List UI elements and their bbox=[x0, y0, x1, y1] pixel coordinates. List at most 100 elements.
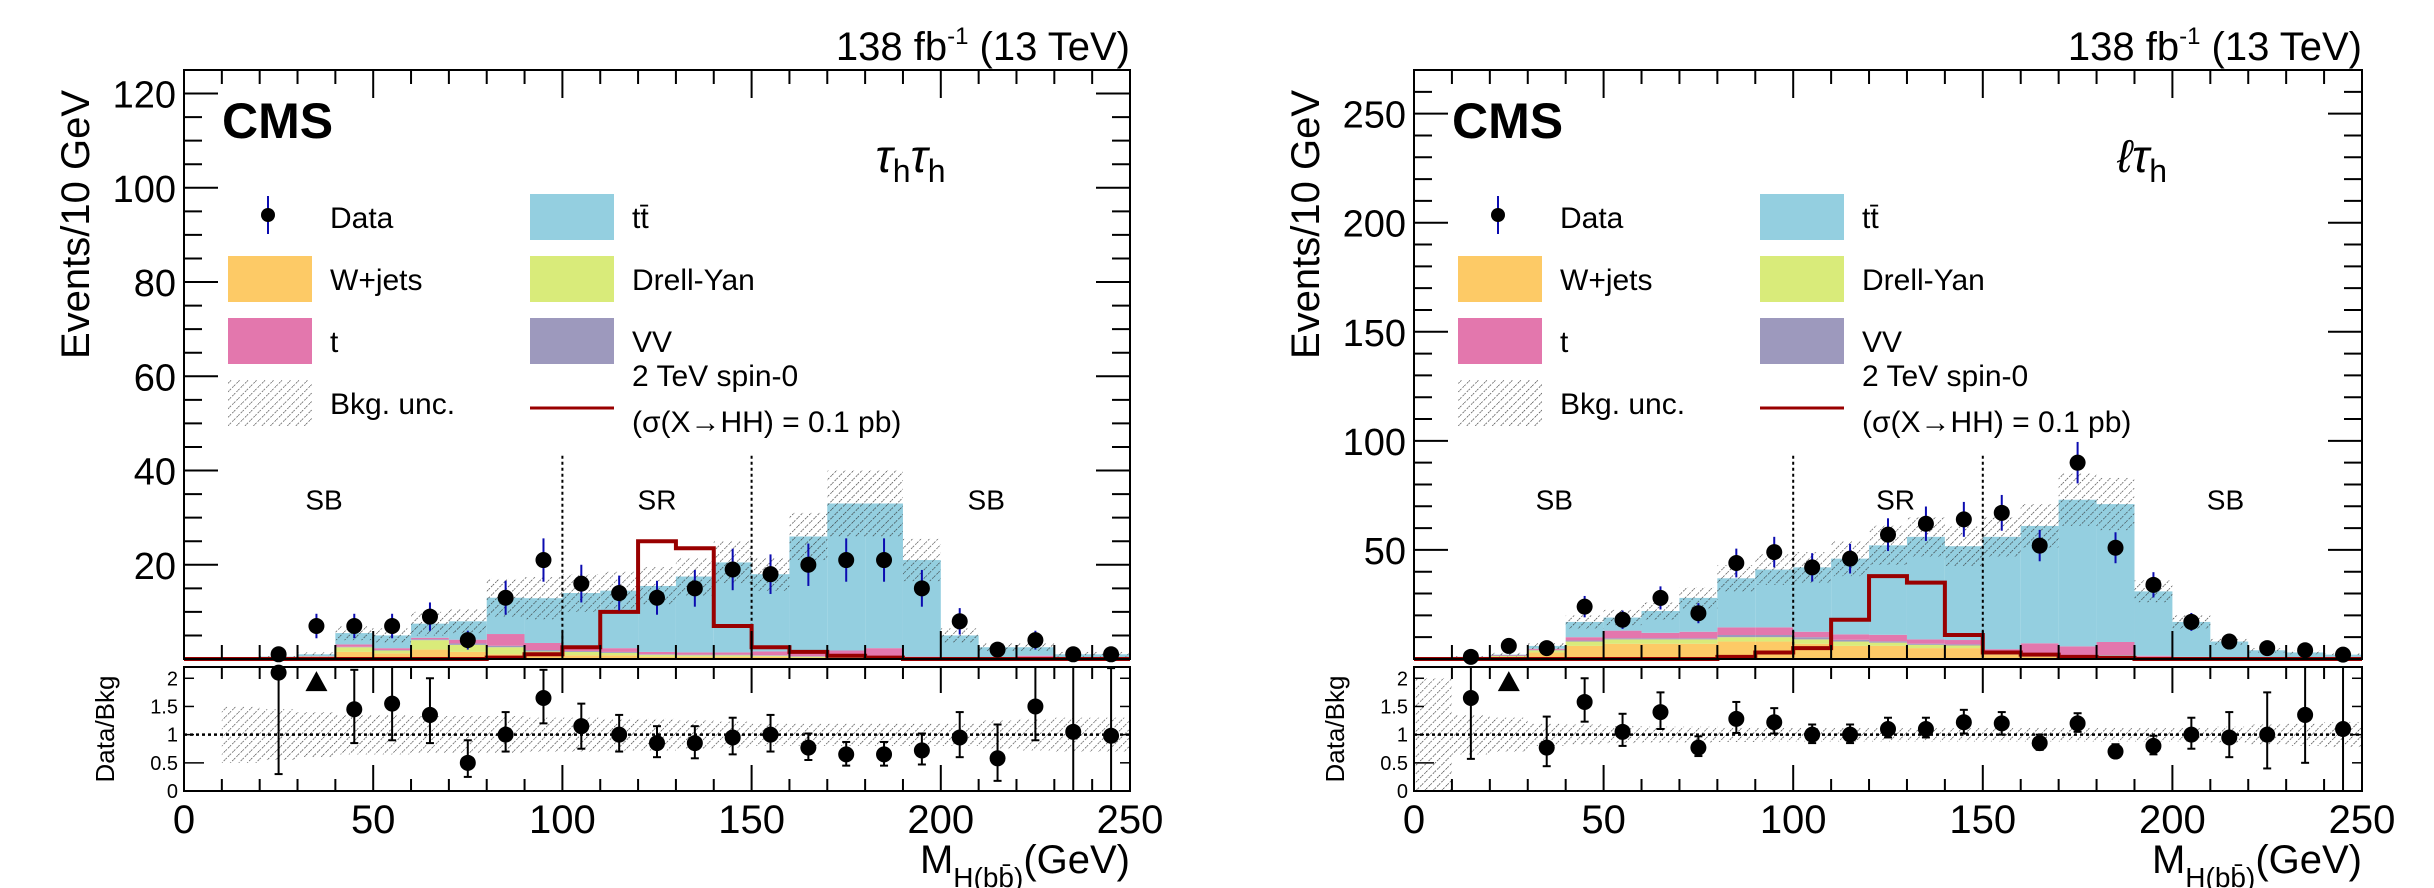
data-point-75 bbox=[1690, 605, 1707, 622]
ratio-point-45 bbox=[1576, 693, 1593, 710]
bar-t-145 bbox=[1944, 640, 1983, 645]
data-point-215 bbox=[2221, 633, 2238, 650]
y-tick-label: 40 bbox=[134, 452, 176, 494]
lumi-value: 138 fb bbox=[2068, 25, 2179, 69]
bar-vv-105 bbox=[562, 650, 601, 652]
data-point-185 bbox=[2107, 539, 2124, 556]
lumi-label: 138 fb-1 (13 TeV) bbox=[836, 23, 1130, 69]
y-tick-label: 120 bbox=[113, 75, 176, 117]
lumi-value: 138 fb bbox=[836, 25, 947, 69]
bar-drell-yan-115 bbox=[1831, 641, 1870, 646]
x-axis-title: MH(bb̄)(GeV) bbox=[2152, 838, 2362, 888]
data-point-225 bbox=[2259, 640, 2276, 657]
bar-t-75 bbox=[1679, 631, 1718, 639]
ratio-point-165 bbox=[800, 739, 817, 756]
data-point-95 bbox=[1766, 544, 1783, 561]
bar-t-195 bbox=[2134, 655, 2173, 657]
ratio-point-95 bbox=[535, 690, 552, 706]
bar-w-jets-165 bbox=[2020, 656, 2059, 659]
experiment-label: CMS bbox=[222, 93, 333, 149]
data-point-155 bbox=[762, 566, 779, 583]
bar-w-jets-85 bbox=[1717, 641, 1756, 659]
bar-w-jets-65 bbox=[1641, 643, 1680, 659]
x-tick-label: 0 bbox=[173, 798, 195, 842]
data-point-105 bbox=[1804, 559, 1821, 576]
ratio-y-tick-label: 1 bbox=[1397, 725, 1408, 747]
bkg-unc-205 bbox=[940, 628, 979, 643]
bar-drell-yan-135 bbox=[1906, 644, 1945, 649]
y-tick-label: 100 bbox=[1343, 422, 1406, 464]
bar-t-135 bbox=[675, 652, 714, 655]
data-point-165 bbox=[2031, 537, 2048, 554]
data-point-85 bbox=[497, 589, 514, 606]
ratio-y-tick-label: 1 bbox=[167, 725, 178, 747]
bar-vv-145 bbox=[1944, 644, 1983, 646]
legend-tt--label: tt̄ bbox=[1862, 202, 1879, 235]
data-point-185 bbox=[876, 552, 893, 569]
bar-vv-85 bbox=[486, 645, 525, 648]
bar-vv-125 bbox=[1869, 641, 1907, 643]
legend-vv-swatch bbox=[1760, 318, 1844, 364]
bkg-unc-25 bbox=[1489, 652, 1528, 657]
ratio-point-55 bbox=[384, 695, 401, 712]
bar-drell-yan-125 bbox=[638, 654, 676, 657]
x-title-sub: H(bb̄) bbox=[953, 862, 1023, 888]
bar-vv-165 bbox=[789, 656, 828, 657]
bkg-unc-65 bbox=[1641, 602, 1680, 620]
bar-t-45 bbox=[1565, 637, 1604, 641]
data-point-215 bbox=[989, 641, 1006, 658]
bar-drell-yan-85 bbox=[486, 647, 525, 655]
ratio-frame bbox=[183, 666, 1131, 792]
ratio-y-tick-label: 0.5 bbox=[150, 753, 178, 775]
experiment-label: CMS bbox=[1452, 93, 1563, 149]
bar-w-jets-115 bbox=[1831, 645, 1870, 659]
x-title-sub: H(bb̄) bbox=[2185, 862, 2255, 888]
data-point-55 bbox=[384, 618, 401, 635]
main-frame bbox=[1413, 69, 2363, 660]
legend-w-jets-swatch bbox=[228, 256, 312, 302]
y-tick-label: 200 bbox=[1343, 204, 1406, 246]
bar-w-jets-75 bbox=[448, 651, 487, 659]
bar-drell-yan-95 bbox=[1755, 637, 1794, 642]
bar-drell-yan-45 bbox=[335, 647, 374, 652]
bar-t-165 bbox=[2020, 643, 2059, 655]
ratio-point-25 bbox=[270, 664, 287, 681]
ratio-point-165 bbox=[2031, 735, 2048, 752]
y-tick-label: 80 bbox=[134, 263, 176, 305]
ratio-y-axis-title: Data/Bkg bbox=[90, 676, 120, 783]
bar-drell-yan-135 bbox=[675, 655, 714, 657]
ratio-point-125 bbox=[649, 735, 665, 752]
bar-w-jets-145 bbox=[713, 656, 752, 659]
bar-vv-65 bbox=[1641, 638, 1680, 640]
x-tick-label: 50 bbox=[1581, 798, 1626, 842]
legend-t-swatch bbox=[1458, 318, 1542, 364]
bar-drell-yan-155 bbox=[751, 655, 790, 657]
bar-drell-yan-55 bbox=[373, 650, 412, 654]
bar-vv-155 bbox=[751, 655, 790, 656]
data-point-145 bbox=[1955, 511, 1972, 528]
bar-w-jets-95 bbox=[524, 655, 563, 659]
legend-bkg-unc--label: Bkg. unc. bbox=[330, 388, 455, 421]
bar-drell-yan-75 bbox=[1679, 639, 1718, 644]
legend-w-jets-swatch bbox=[1458, 256, 1542, 302]
bar-w-jets-55 bbox=[1603, 643, 1642, 659]
bar-w-jets-145 bbox=[1944, 648, 1983, 659]
bar-t-45 bbox=[335, 644, 374, 647]
bar-drell-yan-145 bbox=[1944, 645, 1983, 649]
region-label-sb: SB bbox=[305, 484, 342, 515]
legend-vv-swatch bbox=[530, 318, 614, 364]
bar-vv-135 bbox=[1906, 643, 1945, 645]
legend-drell-yan-swatch bbox=[1760, 256, 1844, 302]
legend-drell-yan-swatch bbox=[530, 256, 614, 302]
bar-w-jets-105 bbox=[1793, 643, 1832, 659]
lumi-energy: (13 TeV) bbox=[968, 25, 1130, 69]
ratio-point-115 bbox=[611, 726, 628, 743]
bar-t-55 bbox=[373, 648, 412, 651]
bar-t-185 bbox=[865, 648, 903, 658]
bar-w-jets-115 bbox=[600, 655, 639, 659]
channel-sub: h bbox=[928, 153, 946, 189]
channel-label: ℓτh bbox=[2116, 130, 2167, 189]
legend-t-swatch bbox=[228, 318, 312, 364]
ratio-y-tick-label: 0 bbox=[167, 781, 178, 803]
data-point-225 bbox=[1027, 632, 1044, 649]
